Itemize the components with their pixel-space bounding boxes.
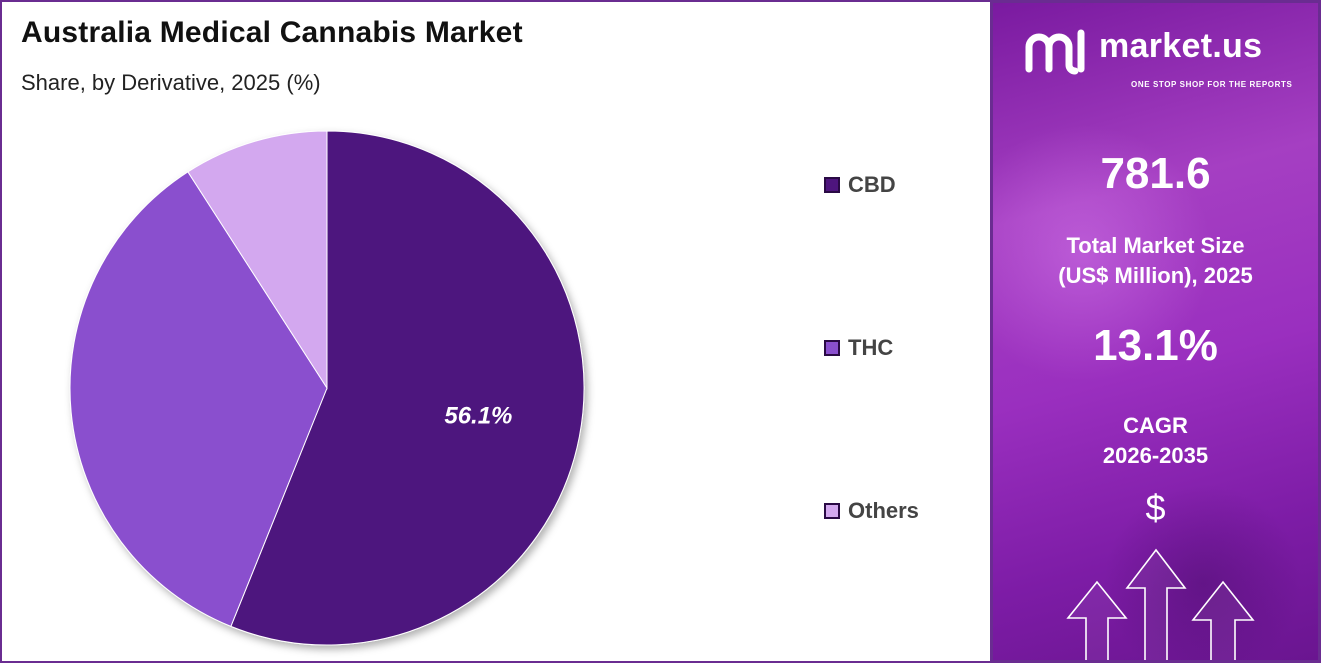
chart-panel: Australia Medical Cannabis Market Share,…: [0, 0, 990, 663]
pie-slice-thc: [69, 171, 328, 628]
market-us-logo: market.us ONE STOP SHOP FOR THE REPORTS: [1023, 25, 1292, 89]
market-size-label-line2: (US$ Million), 2025: [1058, 263, 1253, 288]
legend-label-thc: THC: [848, 335, 894, 360]
legend-item-thc: THC: [824, 335, 893, 361]
logo-text: market.us: [1099, 27, 1263, 65]
legend-swatch-thc: [824, 340, 840, 356]
market-size-value: 781.6: [1100, 149, 1211, 198]
up-arrow-icon: [1191, 580, 1255, 660]
legend-label-others: Others: [848, 498, 919, 523]
legend-item-cbd: CBD: [824, 172, 896, 198]
market-size-label-line1: Total Market Size: [1066, 233, 1245, 258]
cagr-label-line2: 2026-2035: [1102, 443, 1209, 468]
summary-panel: market.us ONE STOP SHOP FOR THE REPORTS …: [990, 0, 1321, 663]
legend-label-cbd: CBD: [848, 172, 896, 197]
chart-title: Australia Medical Cannabis Market: [21, 16, 523, 49]
growth-arrows: [1066, 548, 1255, 660]
marketus-logo-icon: [1025, 29, 1085, 75]
pie-data-label-cbd: 56.1%: [444, 403, 512, 430]
legend-item-others: Others: [824, 498, 919, 524]
dollar-symbol: $: [1145, 487, 1166, 528]
up-arrow-icon: [1066, 580, 1128, 660]
pie-slices: [69, 130, 585, 646]
up-arrow-icon: [1125, 548, 1187, 660]
background-glow: [993, 123, 1213, 383]
cagr-value: 13.1%: [1093, 321, 1218, 370]
legend-swatch-others: [824, 503, 840, 519]
logo-tagline: ONE STOP SHOP FOR THE REPORTS: [1131, 80, 1293, 89]
pie-slice-cbd: [230, 130, 585, 646]
background-shade: [1103, 483, 1303, 660]
legend-swatch-cbd: [824, 177, 840, 193]
chart-subtitle: Share, by Derivative, 2025 (%): [21, 70, 321, 95]
cagr-label-line1: CAGR: [1123, 413, 1188, 438]
pie-slice-others: [187, 130, 328, 390]
pie-chart: 56.1%: [69, 130, 585, 646]
